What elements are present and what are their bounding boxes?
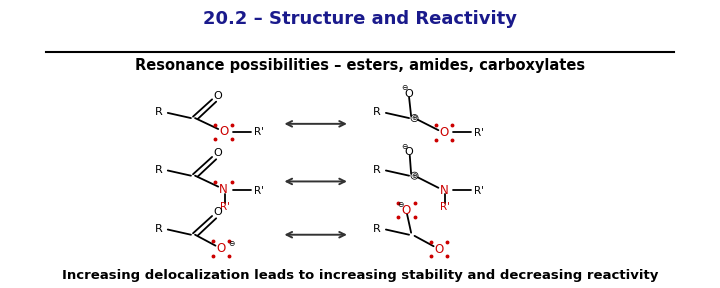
Text: ⊕: ⊕ bbox=[412, 115, 418, 121]
Text: O: O bbox=[402, 204, 411, 217]
Text: R: R bbox=[155, 224, 163, 234]
Text: Resonance possibilities – esters, amides, carboxylates: Resonance possibilities – esters, amides… bbox=[135, 58, 585, 73]
Text: O: O bbox=[439, 126, 449, 139]
Text: R: R bbox=[155, 165, 163, 175]
Text: R': R' bbox=[220, 202, 230, 212]
Text: O: O bbox=[434, 242, 444, 256]
Text: N: N bbox=[220, 183, 228, 196]
Text: O: O bbox=[219, 125, 228, 139]
Text: R': R' bbox=[254, 186, 264, 196]
Text: R': R' bbox=[474, 186, 485, 196]
Text: O: O bbox=[405, 89, 413, 98]
Text: O: O bbox=[214, 207, 222, 217]
Text: R: R bbox=[155, 107, 163, 117]
Text: R: R bbox=[373, 107, 381, 117]
Text: O: O bbox=[216, 242, 225, 255]
Text: N: N bbox=[439, 183, 449, 197]
Text: R: R bbox=[373, 165, 381, 175]
Text: O: O bbox=[405, 147, 413, 157]
Text: R: R bbox=[373, 224, 381, 234]
Text: Increasing delocalization leads to increasing stability and decreasing reactivit: Increasing delocalization leads to incre… bbox=[62, 269, 658, 282]
Text: ⊕: ⊕ bbox=[412, 173, 418, 179]
Text: ⊖: ⊖ bbox=[401, 83, 408, 92]
Text: O: O bbox=[214, 148, 222, 158]
Text: R': R' bbox=[474, 128, 485, 138]
Text: ⊖: ⊖ bbox=[229, 239, 235, 249]
Text: ⊖: ⊖ bbox=[401, 142, 408, 151]
Text: R': R' bbox=[254, 128, 264, 137]
Text: O: O bbox=[214, 91, 222, 101]
Text: 20.2 – Structure and Reactivity: 20.2 – Structure and Reactivity bbox=[203, 10, 517, 28]
Text: R': R' bbox=[440, 202, 450, 212]
Text: ⊖: ⊖ bbox=[397, 200, 404, 209]
